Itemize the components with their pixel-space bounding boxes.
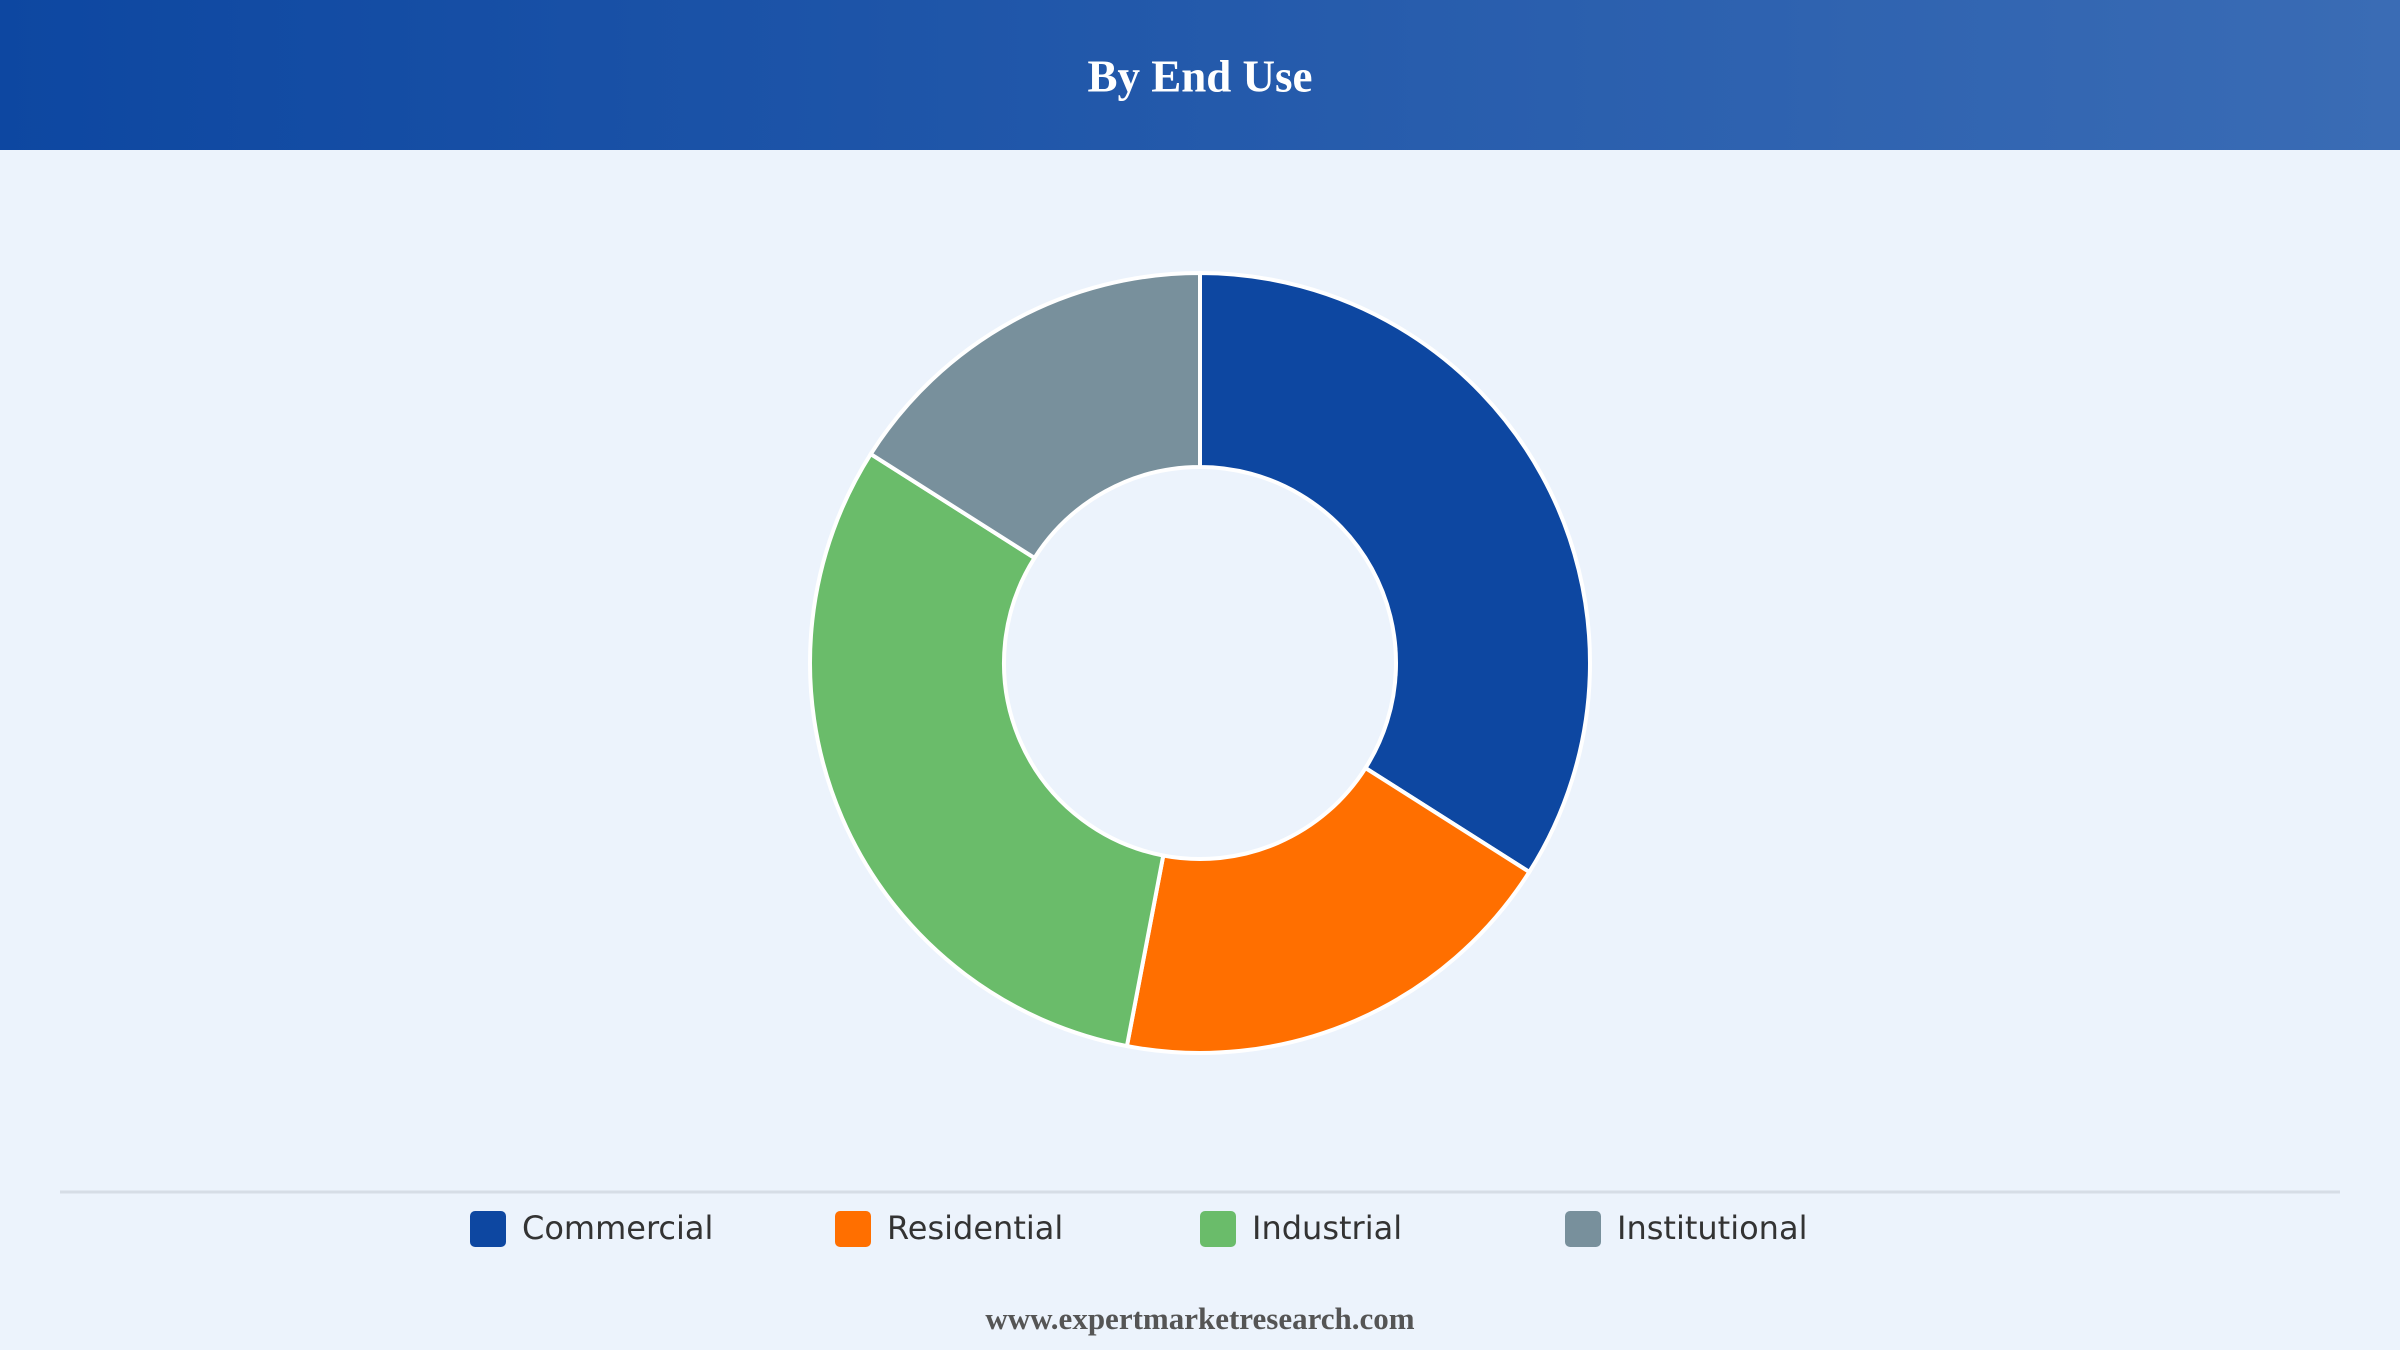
source-text: www.expertmarketresearch.com	[985, 1301, 1414, 1336]
legend-swatch	[1200, 1211, 1236, 1247]
legend-swatch	[1565, 1211, 1601, 1247]
legend-swatch	[470, 1211, 506, 1247]
header-bar	[0, 0, 2400, 150]
legend-label: Institutional	[1617, 1209, 1807, 1247]
legend-label: Industrial	[1252, 1209, 1402, 1247]
donut-slice	[1198, 270, 1592, 875]
chart-title: By End Use	[1087, 51, 1312, 101]
legend-label: Residential	[887, 1209, 1063, 1247]
donut-slice	[867, 270, 1202, 561]
donut-slice	[1124, 765, 1533, 1055]
legend-label: Commercial	[522, 1209, 713, 1247]
donut-slice	[808, 451, 1166, 1049]
legend-swatch	[835, 1211, 871, 1247]
